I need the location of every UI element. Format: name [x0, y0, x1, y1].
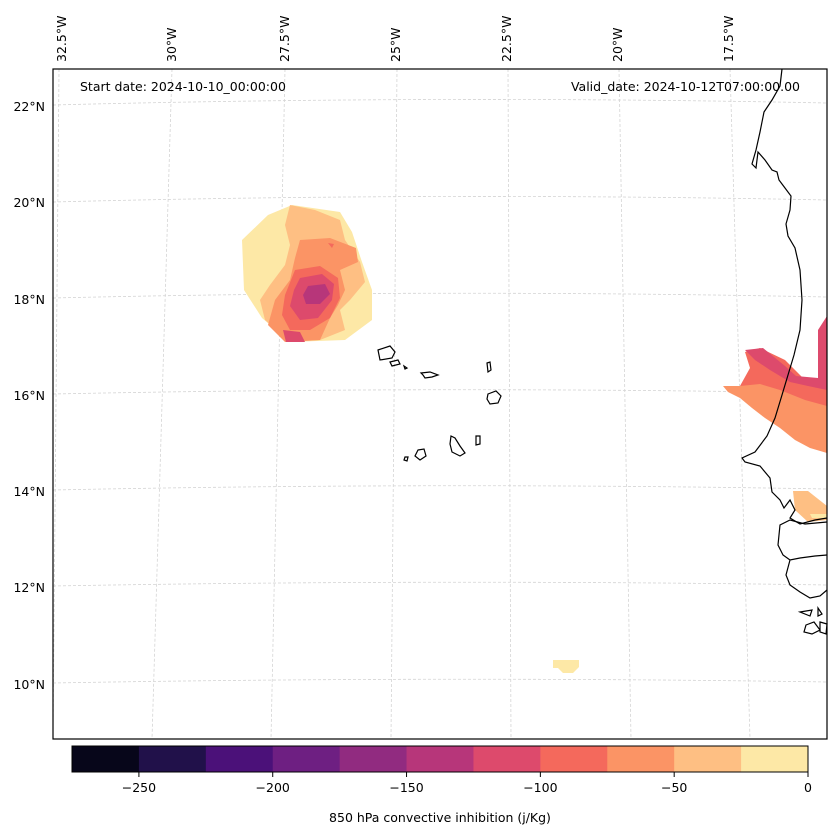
valid-date-label: Valid_date: 2024-10-12T07:00:00.00: [571, 79, 800, 94]
colorbar-swatch: [406, 746, 474, 772]
latitude-labels: 22°N 20°N 18°N 16°N 14°N 12°N 10°N: [13, 99, 45, 692]
colorbar-swatch: [138, 746, 207, 772]
cape-verde-boa-vista: [486, 390, 502, 405]
meridian: [390, 68, 398, 740]
lon-label: 27.5°W: [277, 16, 292, 62]
colorbar-swatch: [674, 746, 742, 772]
colorbar-tick-label: −100: [523, 780, 557, 795]
lon-label: 20°W: [610, 27, 625, 62]
colorbar-tick-label: −50: [661, 780, 687, 795]
cyclone-cin-field: [242, 205, 372, 342]
lat-label: 22°N: [13, 99, 45, 114]
coastal-band-level-100: [745, 316, 827, 390]
colorbar-tick-label: −250: [122, 780, 156, 795]
colorbar-tick-label: 0: [804, 780, 812, 795]
lat-label: 12°N: [13, 580, 45, 595]
bissagos-islands: [797, 606, 828, 635]
colorbar-swatch: [607, 746, 675, 772]
colorbar-swatch: [205, 746, 274, 772]
africa-coastline: [741, 68, 828, 525]
lat-label: 20°N: [13, 195, 45, 210]
coastlines: [377, 68, 828, 635]
colorbar-tick-label: −150: [389, 780, 423, 795]
meridian: [270, 68, 286, 740]
lat-label: 18°N: [13, 292, 45, 307]
lon-label: 32.5°W: [54, 16, 69, 62]
longitude-labels: 32.5°W 30°W 27.5°W 25°W 22.5°W 20°W 17.5…: [54, 16, 736, 62]
colorbar-swatch: [72, 746, 140, 772]
cape-verde-fogo: [414, 448, 427, 461]
colorbar-swatch: [473, 746, 541, 772]
meridian: [52, 68, 60, 740]
senegal-patch-level-0: [810, 514, 827, 518]
meridian: [151, 68, 173, 740]
parallel: [52, 389, 828, 395]
cape-verde-santa-luzia: [402, 364, 409, 370]
guinea-coastline: [777, 519, 828, 599]
colorbar-swatches: [72, 746, 809, 772]
colorbar: −250 −200 −150 −100 −50 0 850 hPa convective …: [71, 745, 812, 825]
parallel: [52, 292, 828, 299]
lat-label: 16°N: [13, 388, 45, 403]
lon-label: 30°W: [164, 27, 179, 62]
cape-verde-santiago: [449, 435, 466, 457]
meridian: [618, 68, 632, 740]
colorbar-swatch: [339, 746, 408, 772]
map-frame: [52, 68, 828, 740]
cape-verde-sal: [486, 361, 492, 374]
meridian: [729, 68, 751, 740]
colorbar-swatch: [540, 746, 608, 772]
colorbar-swatch: [741, 746, 809, 772]
cape-verde-sao-vicente: [389, 359, 401, 367]
colorbar-frame: [71, 745, 809, 773]
cin-contour-level-100-small: [283, 330, 305, 342]
coastal-cin-field: [553, 316, 827, 673]
map-panel: Start date: 2024-10-10_00:00:00 Valid_da…: [52, 68, 828, 740]
cin-contour-level-100-dot: [328, 243, 334, 248]
meridian: [507, 68, 512, 740]
lat-label: 10°N: [13, 677, 45, 692]
lon-label: 22.5°W: [499, 16, 514, 62]
lat-label: 14°N: [13, 484, 45, 499]
map-background: [53, 69, 827, 739]
parallel: [52, 678, 828, 684]
cape-verde-santo-antao: [377, 345, 396, 361]
start-date-label: Start date: 2024-10-10_00:00:00: [80, 79, 286, 94]
parallel: [52, 99, 828, 106]
cape-verde-sao-nicolau: [419, 371, 440, 379]
cin-contour-level-125: [303, 284, 330, 304]
lon-label: 17.5°W: [721, 16, 736, 62]
gridlines: [52, 68, 828, 740]
parallel: [52, 196, 828, 203]
parallel: [52, 581, 828, 587]
offshore-patch-level-0: [553, 660, 579, 673]
cape-verde-maio: [475, 435, 481, 446]
cape-verde-brava: [403, 456, 409, 462]
colorbar-label: 850 hPa convective inhibition (j/Kg): [329, 810, 551, 825]
colorbar-tick-label: −200: [256, 780, 290, 795]
lon-label: 25°W: [388, 27, 403, 62]
colorbar-ticks: −250 −200 −150 −100 −50 0: [122, 772, 812, 795]
parallel: [52, 485, 828, 491]
colorbar-swatch: [272, 746, 341, 772]
